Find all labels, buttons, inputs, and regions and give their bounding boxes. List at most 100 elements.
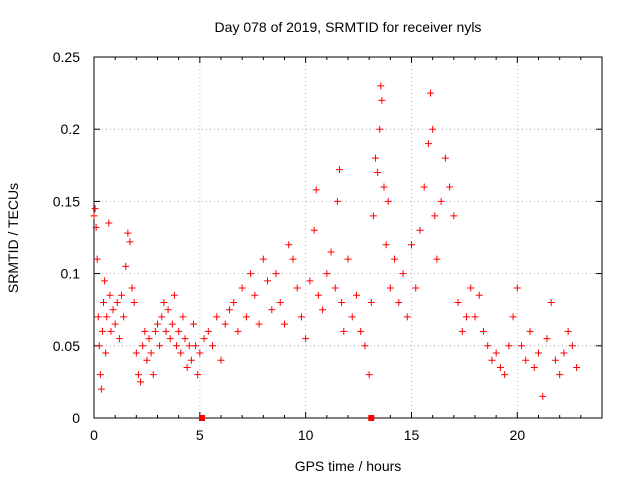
data-point-97 [352,291,360,299]
data-point-65 [230,298,238,306]
data-point-23 [124,229,132,237]
data-point-92 [336,166,344,174]
data-point-18 [113,298,121,306]
data-point-126 [441,154,449,162]
data-point-148 [535,349,542,357]
data-point-119 [420,183,428,191]
data-point-149 [539,392,547,400]
data-point-98 [357,327,365,335]
data-point-150 [543,335,551,343]
data-point-102 [369,212,377,220]
data-point-154 [560,349,568,357]
data-point-96 [348,313,356,321]
data-point-16 [109,306,117,314]
data-point-107 [378,96,386,104]
data-point-56 [194,371,202,379]
data-point-132 [467,284,475,292]
data-point-120 [424,140,432,148]
data-point-1 [91,205,99,213]
data-point-155 [564,327,572,335]
data-point-48 [177,349,185,357]
data-point-34 [147,349,155,357]
data-point-157 [573,363,581,371]
y-tick-label-5: 0.25 [53,49,80,65]
data-point-63 [221,320,229,328]
data-point-108 [380,183,388,191]
data-point-75 [272,270,280,278]
data-point-44 [168,320,176,328]
data-point-60 [209,342,217,350]
x-tick-label-1: 5 [196,427,204,443]
data-point-151 [547,298,555,306]
data-point-28 [134,371,142,379]
axes [93,56,603,419]
data-point-38 [156,342,164,350]
data-point-49 [179,313,187,321]
data-point-8 [98,327,106,335]
data-point-142 [509,313,517,321]
data-point-122 [429,125,437,133]
data-point-12 [103,313,111,321]
data-point-0 [90,212,98,220]
data-point-127 [446,183,454,191]
data-point-74 [268,306,276,314]
data-point-39 [158,313,166,321]
data-point-79 [289,255,297,263]
data-point-104 [374,169,382,177]
data-point-11 [102,349,110,357]
data-point-67 [238,284,246,292]
data-point-86 [314,291,322,299]
data-point-135 [479,327,487,335]
tick-marks: 0 5 10 15 20 0 0.05 0.1 0.15 0.2 0.25 [53,49,602,443]
data-point-81 [297,313,305,321]
data-point-13 [105,219,113,227]
data-point-7 [97,385,105,393]
data-point-136 [484,342,492,350]
data-point-27 [132,349,140,357]
x-axis-label: GPS time / hours [295,458,402,474]
y-tick-label-0: 0 [72,410,80,426]
data-point-103 [372,154,380,162]
data-point-5 [95,342,103,350]
data-point-156 [568,342,576,350]
data-point-121 [427,89,435,97]
data-point-22 [122,262,130,270]
data-point-144 [518,342,526,350]
data-point-29 [137,378,145,386]
data-point-20 [118,291,126,299]
data-point-83 [306,277,314,285]
data-point-94 [340,327,348,335]
data-point-26 [130,298,138,306]
data-point-134 [475,291,483,299]
data-point-87 [319,306,327,314]
zero-marker-0 [198,415,205,421]
data-point-118 [416,226,424,234]
y-tick-label-2: 0.1 [61,266,81,282]
data-point-4 [94,313,102,321]
data-points [90,82,581,421]
data-point-80 [293,284,301,292]
x-tick-label-0: 0 [90,427,98,443]
data-point-31 [141,327,149,335]
data-point-69 [247,270,255,278]
data-point-32 [143,356,151,364]
data-point-145 [522,356,530,364]
x-tick-label-3: 15 [404,427,420,443]
data-point-93 [338,298,346,306]
x-tick-label-2: 10 [298,427,314,443]
data-point-68 [242,313,250,321]
data-point-47 [175,327,183,335]
zero-marker-1 [368,415,375,421]
data-point-61 [213,313,221,321]
data-point-90 [331,284,339,292]
data-point-50 [181,335,189,343]
data-point-131 [463,313,471,321]
data-point-62 [217,356,225,364]
data-point-146 [526,327,534,335]
data-point-37 [154,320,161,328]
data-point-133 [471,313,479,321]
data-point-89 [327,248,335,256]
data-point-19 [115,335,123,343]
data-point-57 [196,349,204,357]
